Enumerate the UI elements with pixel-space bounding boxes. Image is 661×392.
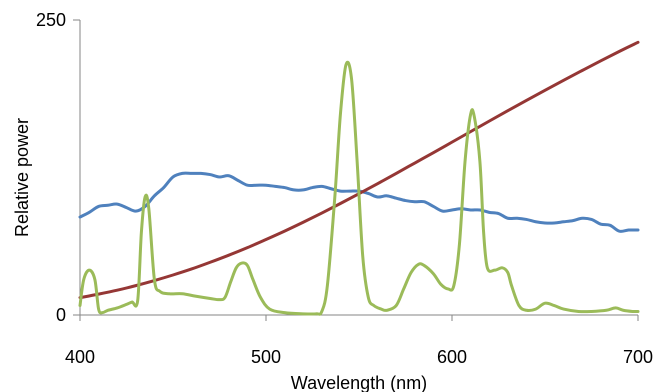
- x-axis-title: Wavelength (nm): [291, 373, 427, 392]
- y-axis-title: Relative power: [12, 118, 32, 237]
- ticks-layer: 400 500 600 700 0 250: [36, 10, 653, 367]
- series-line-green: [78, 60, 640, 316]
- x-tick-label-700: 700: [623, 347, 653, 367]
- x-tick-label-600: 600: [437, 347, 467, 367]
- y-tick-label-250: 250: [36, 10, 66, 30]
- series-layer: [78, 40, 640, 316]
- axes-layer: [79, 20, 638, 316]
- x-tick-label-500: 500: [251, 347, 281, 367]
- x-tick-label-400: 400: [65, 347, 95, 367]
- y-tick-label-0: 0: [56, 305, 66, 325]
